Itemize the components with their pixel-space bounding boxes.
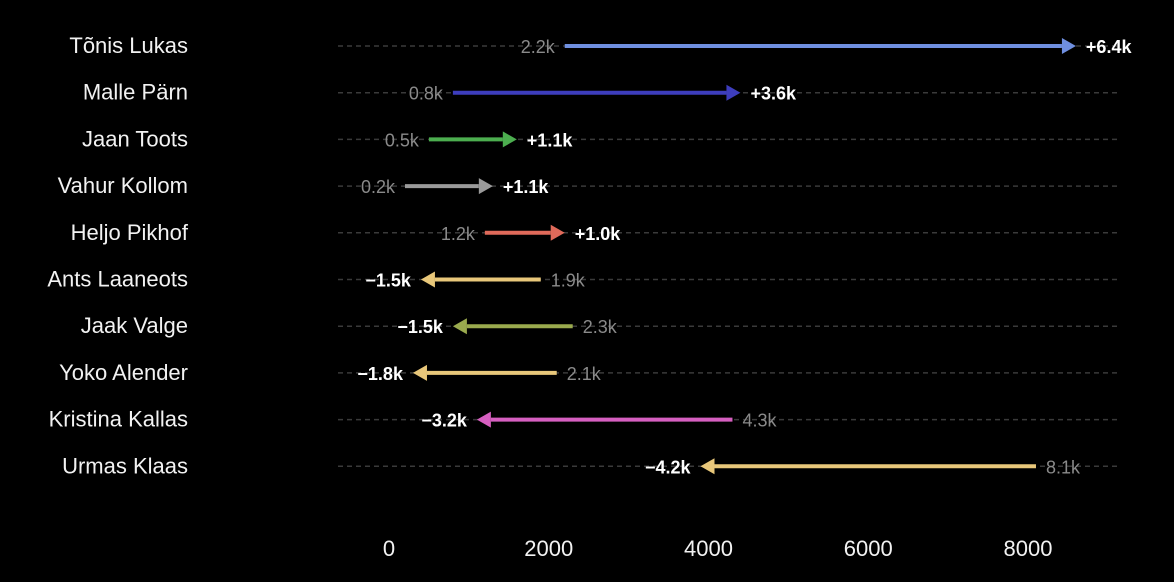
start-label-jaan-toots: 0.5k xyxy=(385,130,420,150)
x-axis-ticks: 0 2000 4000 6000 8000 xyxy=(383,536,1053,561)
row-label-urmas-klaas: Urmas Klaas xyxy=(62,453,188,478)
arrow-head-jaan-toots xyxy=(502,131,517,148)
row-label-ants-laaneots: Ants Laaneots xyxy=(47,267,188,292)
start-label-heljo-pikhof: 1.2k xyxy=(441,224,476,244)
start-label-kristina-kallas: 4.3k xyxy=(742,411,777,431)
row-labels: Tõnis Lukas Malle Pärn Jaan Toots Vahur Kol… xyxy=(47,33,189,478)
row-label-vahur-kollom: Vahur Kollom xyxy=(58,173,188,198)
arrow-head-yoko-alender xyxy=(412,364,427,381)
start-label-vahur-kollom: 0.2k xyxy=(361,177,396,197)
x-tick-label-2000: 2000 xyxy=(524,536,573,561)
start-label-malle-parn: 0.8k xyxy=(409,84,444,104)
row-label-kristina-kallas: Kristina Kallas xyxy=(49,407,188,432)
row-guides xyxy=(338,45,1120,468)
x-tick-label-6000: 6000 xyxy=(844,536,893,561)
arrow-head-heljo-pikhof xyxy=(550,224,565,241)
row-label-jaak-valge: Jaak Valge xyxy=(81,313,188,338)
change-arrows xyxy=(404,38,1076,475)
row-label-jaan-toots: Jaan Toots xyxy=(82,126,188,151)
delta-label-vahur-kollom: +1.1k xyxy=(503,177,550,197)
delta-label-yoko-alender: −1.8k xyxy=(357,364,404,384)
start-label-urmas-klaas: 8.1k xyxy=(1046,457,1081,477)
delta-label-heljo-pikhof: +1.0k xyxy=(575,224,622,244)
delta-label-ants-laaneots: −1.5k xyxy=(365,271,412,291)
row-label-tonis-lukas: Tõnis Lukas xyxy=(69,33,188,58)
delta-label-jaan-toots: +1.1k xyxy=(527,130,574,150)
delta-label-malle-parn: +3.6k xyxy=(750,84,797,104)
arrow-head-tonis-lukas xyxy=(1061,38,1076,54)
delta-label-tonis-lukas: +6.4k xyxy=(1086,37,1133,57)
x-tick-label-8000: 8000 xyxy=(1004,536,1053,561)
row-label-malle-parn: Malle Pärn xyxy=(83,80,188,105)
delta-label-jaak-valge: −1.5k xyxy=(397,317,444,337)
value-labels: 2.2k +6.4k 0.8k +3.6k 0.5k +1.1k 0.2k +1.1k 1.2k… xyxy=(357,37,1132,477)
start-label-tonis-lukas: 2.2k xyxy=(521,37,556,57)
arrow-head-malle-parn xyxy=(726,84,741,101)
row-label-yoko-alender: Yoko Alender xyxy=(59,360,188,385)
arrow-head-ants-laaneots xyxy=(420,271,435,288)
arrow-head-vahur-kollom xyxy=(478,178,493,195)
start-label-jaak-valge: 2.3k xyxy=(583,317,618,337)
start-label-ants-laaneots: 1.9k xyxy=(551,271,586,291)
x-tick-label-0: 0 xyxy=(383,536,395,561)
arrow-head-kristina-kallas xyxy=(476,411,491,428)
start-label-yoko-alender: 2.1k xyxy=(567,364,602,384)
delta-label-kristina-kallas: −3.2k xyxy=(421,411,468,431)
arrow-head-urmas-klaas xyxy=(700,458,715,475)
arrow-head-jaak-valge xyxy=(452,318,467,335)
x-tick-label-4000: 4000 xyxy=(684,536,733,561)
row-label-heljo-pikhof: Heljo Pikhof xyxy=(71,220,189,245)
delta-label-urmas-klaas: −4.2k xyxy=(645,457,692,477)
